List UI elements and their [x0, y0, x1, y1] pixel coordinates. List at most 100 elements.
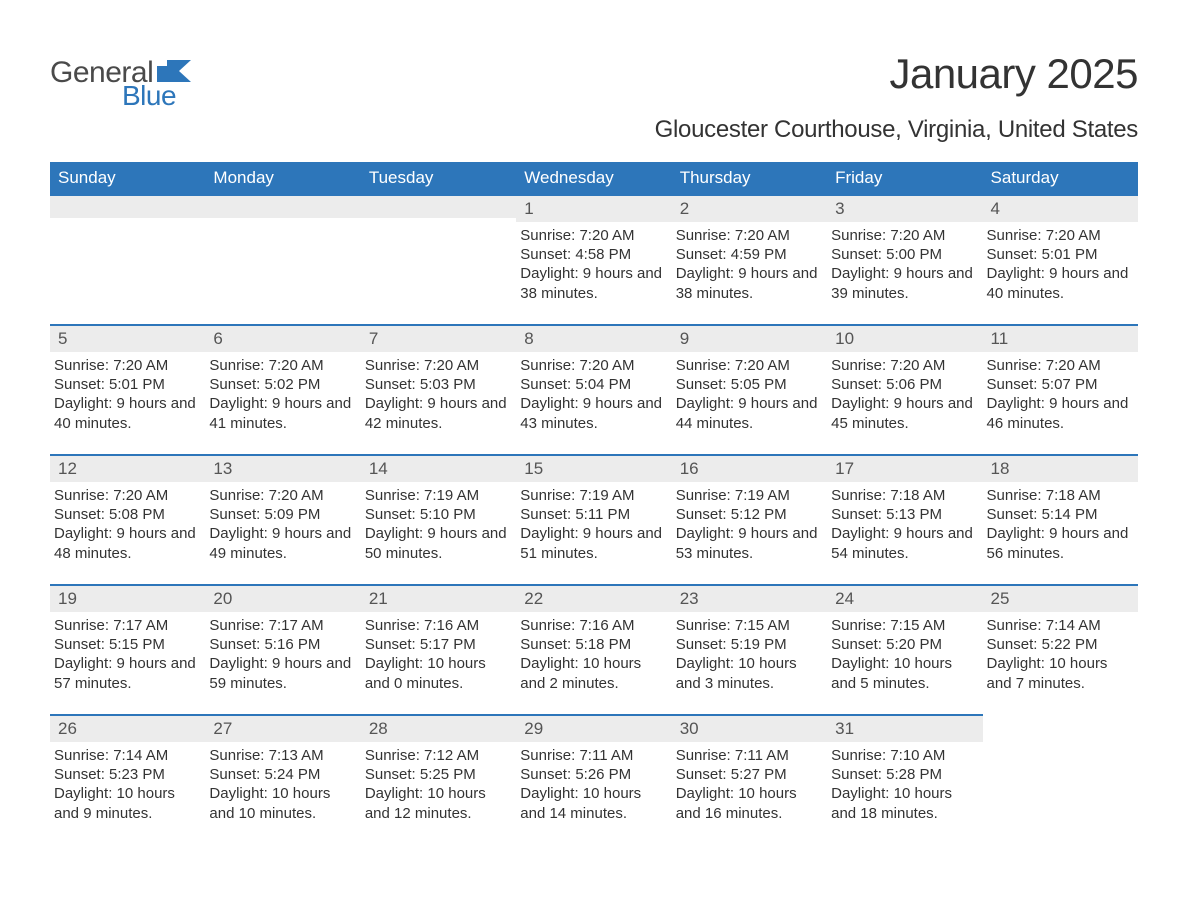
day-number: 15 [516, 454, 671, 482]
sunrise-line: Sunrise: 7:14 AM [54, 746, 199, 765]
sunrise-line: Sunrise: 7:20 AM [209, 486, 354, 505]
sunrise-line: Sunrise: 7:10 AM [831, 746, 976, 765]
day-details: Sunrise: 7:20 AMSunset: 4:59 PMDaylight:… [672, 222, 827, 307]
calendar-day-cell: 29Sunrise: 7:11 AMSunset: 5:26 PMDayligh… [516, 714, 671, 844]
calendar-day-cell: 17Sunrise: 7:18 AMSunset: 5:13 PMDayligh… [827, 454, 982, 584]
day-number-empty [361, 194, 516, 218]
daylight-line: Daylight: 10 hours and 5 minutes. [831, 654, 976, 692]
day-number: 22 [516, 584, 671, 612]
daylight-line: Daylight: 9 hours and 39 minutes. [831, 264, 976, 302]
calendar-day-cell: 24Sunrise: 7:15 AMSunset: 5:20 PMDayligh… [827, 584, 982, 714]
calendar-day-cell: 21Sunrise: 7:16 AMSunset: 5:17 PMDayligh… [361, 584, 516, 714]
weekday-header: Friday [827, 162, 982, 194]
sunset-line: Sunset: 5:06 PM [831, 375, 976, 394]
daylight-line: Daylight: 9 hours and 45 minutes. [831, 394, 976, 432]
sunset-line: Sunset: 5:09 PM [209, 505, 354, 524]
weekday-header-row: SundayMondayTuesdayWednesdayThursdayFrid… [50, 162, 1138, 194]
sunrise-line: Sunrise: 7:13 AM [209, 746, 354, 765]
daylight-line: Daylight: 10 hours and 0 minutes. [365, 654, 510, 692]
day-details: Sunrise: 7:20 AMSunset: 5:01 PMDaylight:… [50, 352, 205, 437]
daylight-line: Daylight: 9 hours and 38 minutes. [676, 264, 821, 302]
day-number: 26 [50, 714, 205, 742]
calendar-day-cell: 5Sunrise: 7:20 AMSunset: 5:01 PMDaylight… [50, 324, 205, 454]
sunrise-line: Sunrise: 7:20 AM [54, 486, 199, 505]
day-number-empty [50, 194, 205, 218]
day-details: Sunrise: 7:20 AMSunset: 5:00 PMDaylight:… [827, 222, 982, 307]
day-number: 1 [516, 194, 671, 222]
daylight-line: Daylight: 10 hours and 2 minutes. [520, 654, 665, 692]
sunrise-line: Sunrise: 7:20 AM [676, 226, 821, 245]
sunset-line: Sunset: 5:28 PM [831, 765, 976, 784]
day-number: 31 [827, 714, 982, 742]
day-number: 10 [827, 324, 982, 352]
sunset-line: Sunset: 5:04 PM [520, 375, 665, 394]
daylight-line: Daylight: 9 hours and 40 minutes. [54, 394, 199, 432]
day-number: 27 [205, 714, 360, 742]
calendar-day-cell: 9Sunrise: 7:20 AMSunset: 5:05 PMDaylight… [672, 324, 827, 454]
day-details: Sunrise: 7:16 AMSunset: 5:17 PMDaylight:… [361, 612, 516, 697]
calendar-day-cell: 11Sunrise: 7:20 AMSunset: 5:07 PMDayligh… [983, 324, 1138, 454]
day-number: 5 [50, 324, 205, 352]
weekday-header: Tuesday [361, 162, 516, 194]
day-number: 16 [672, 454, 827, 482]
sunrise-line: Sunrise: 7:20 AM [520, 356, 665, 375]
sunset-line: Sunset: 5:05 PM [676, 375, 821, 394]
sunset-line: Sunset: 5:11 PM [520, 505, 665, 524]
sunset-line: Sunset: 4:59 PM [676, 245, 821, 264]
day-details: Sunrise: 7:17 AMSunset: 5:16 PMDaylight:… [205, 612, 360, 697]
sunset-line: Sunset: 5:26 PM [520, 765, 665, 784]
sunset-line: Sunset: 5:15 PM [54, 635, 199, 654]
calendar-day-cell [983, 714, 1138, 844]
sunrise-line: Sunrise: 7:20 AM [520, 226, 665, 245]
calendar-day-cell: 30Sunrise: 7:11 AMSunset: 5:27 PMDayligh… [672, 714, 827, 844]
sunrise-line: Sunrise: 7:20 AM [831, 226, 976, 245]
day-details: Sunrise: 7:19 AMSunset: 5:10 PMDaylight:… [361, 482, 516, 567]
sunset-line: Sunset: 5:03 PM [365, 375, 510, 394]
brand-flag-icon [157, 60, 191, 82]
calendar-day-cell: 3Sunrise: 7:20 AMSunset: 5:00 PMDaylight… [827, 194, 982, 324]
day-details: Sunrise: 7:20 AMSunset: 5:07 PMDaylight:… [983, 352, 1138, 437]
sunrise-line: Sunrise: 7:16 AM [520, 616, 665, 635]
weekday-header: Thursday [672, 162, 827, 194]
day-details: Sunrise: 7:19 AMSunset: 5:12 PMDaylight:… [672, 482, 827, 567]
daylight-line: Daylight: 10 hours and 10 minutes. [209, 784, 354, 822]
calendar-table: SundayMondayTuesdayWednesdayThursdayFrid… [50, 162, 1138, 844]
day-number: 8 [516, 324, 671, 352]
daylight-line: Daylight: 9 hours and 57 minutes. [54, 654, 199, 692]
calendar-day-cell: 15Sunrise: 7:19 AMSunset: 5:11 PMDayligh… [516, 454, 671, 584]
sunrise-line: Sunrise: 7:11 AM [676, 746, 821, 765]
calendar-day-cell: 7Sunrise: 7:20 AMSunset: 5:03 PMDaylight… [361, 324, 516, 454]
day-details: Sunrise: 7:20 AMSunset: 5:09 PMDaylight:… [205, 482, 360, 567]
calendar-day-cell: 18Sunrise: 7:18 AMSunset: 5:14 PMDayligh… [983, 454, 1138, 584]
sunset-line: Sunset: 5:18 PM [520, 635, 665, 654]
calendar-day-cell: 8Sunrise: 7:20 AMSunset: 5:04 PMDaylight… [516, 324, 671, 454]
sunrise-line: Sunrise: 7:14 AM [987, 616, 1132, 635]
sunrise-line: Sunrise: 7:18 AM [987, 486, 1132, 505]
day-details: Sunrise: 7:15 AMSunset: 5:19 PMDaylight:… [672, 612, 827, 697]
day-number: 9 [672, 324, 827, 352]
sunrise-line: Sunrise: 7:20 AM [365, 356, 510, 375]
weekday-header: Monday [205, 162, 360, 194]
sunset-line: Sunset: 5:16 PM [209, 635, 354, 654]
calendar-day-cell: 27 Sunrise: 7:13 AMSunset: 5:24 PMDayligh… [205, 714, 360, 844]
calendar-day-cell: 25Sunrise: 7:14 AMSunset: 5:22 PMDayligh… [983, 584, 1138, 714]
day-details: Sunrise: 7:19 AMSunset: 5:11 PMDaylight:… [516, 482, 671, 567]
day-number: 13 [205, 454, 360, 482]
calendar-day-cell: 22 Sunrise: 7:16 AMSunset: 5:18 PMDayligh… [516, 584, 671, 714]
header-row: General Blue January 2025 [50, 50, 1138, 112]
day-number: 17 [827, 454, 982, 482]
daylight-line: Daylight: 9 hours and 51 minutes. [520, 524, 665, 562]
sunset-line: Sunset: 5:23 PM [54, 765, 199, 784]
calendar-day-cell: 26Sunrise: 7:14 AMSunset: 5:23 PMDayligh… [50, 714, 205, 844]
calendar-day-cell: 13Sunrise: 7:20 AMSunset: 5:09 PMDayligh… [205, 454, 360, 584]
day-details: Sunrise: 7:20 AMSunset: 5:06 PMDaylight:… [827, 352, 982, 437]
weekday-header: Saturday [983, 162, 1138, 194]
sunrise-line: Sunrise: 7:17 AM [209, 616, 354, 635]
sunset-line: Sunset: 5:24 PM [209, 765, 354, 784]
day-number: 14 [361, 454, 516, 482]
day-details: Sunrise: 7:20 AMSunset: 5:04 PMDaylight:… [516, 352, 671, 437]
day-details: Sunrise: 7:11 AMSunset: 5:26 PMDaylight:… [516, 742, 671, 827]
daylight-line: Daylight: 9 hours and 38 minutes. [520, 264, 665, 302]
calendar-day-cell [50, 194, 205, 324]
day-number: 4 [983, 194, 1138, 222]
